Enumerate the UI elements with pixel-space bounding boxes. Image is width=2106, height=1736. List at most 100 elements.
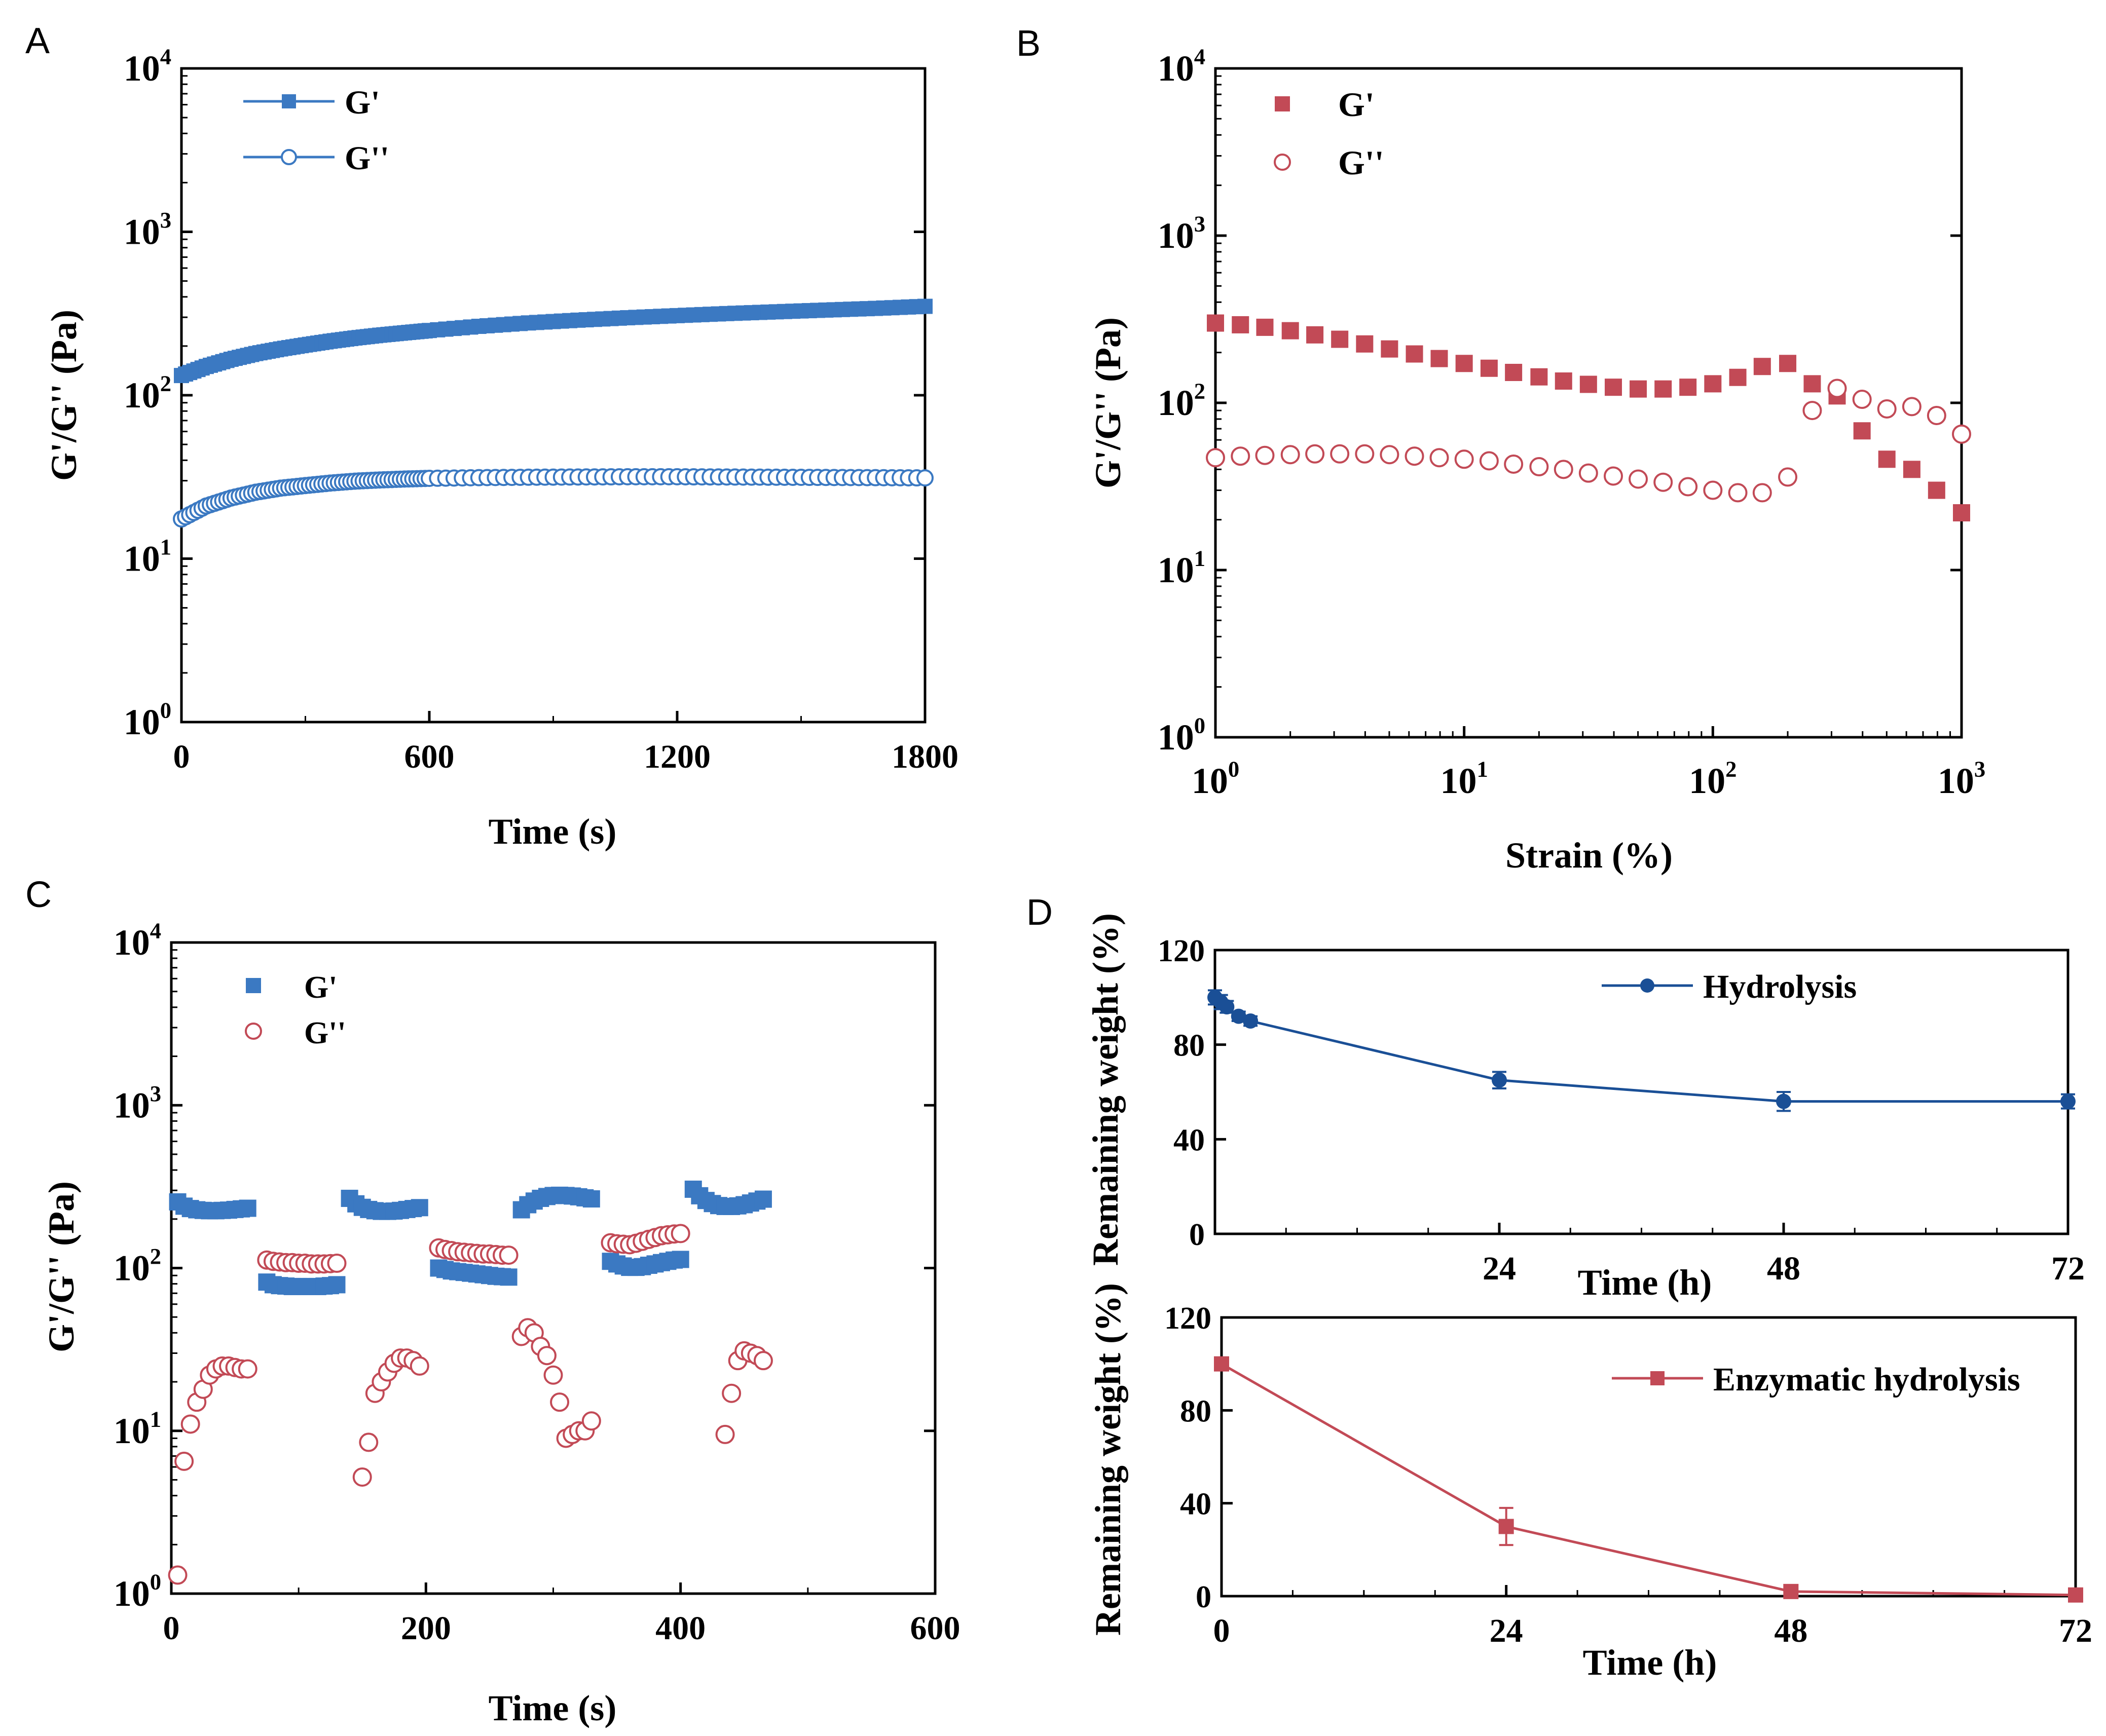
data-point [1902, 397, 1922, 417]
data-point [1629, 469, 1648, 489]
data-point [550, 1392, 570, 1412]
data-point [1331, 330, 1349, 348]
legend-item: Enzymatic hydrolysis [1612, 1361, 2020, 1398]
data-point [1604, 466, 1623, 486]
data-point [1827, 379, 1847, 398]
data-point [672, 1251, 689, 1268]
panel-D1: D 0 40 80 120 24 48 72 Time (h) Remaining weight … [1026, 892, 2085, 1303]
data-point [1853, 422, 1871, 440]
data-point [1356, 335, 1374, 353]
x-tick-label: 1800 [892, 738, 958, 775]
data-point [1206, 448, 1225, 468]
data-point [1505, 363, 1523, 381]
legend-marker [245, 1023, 262, 1040]
data-point [671, 1224, 690, 1243]
y-tick-label: 80 [1173, 1029, 1205, 1063]
data-point [1653, 472, 1673, 492]
data-point [1430, 350, 1448, 367]
x-tick-label: 1200 [644, 738, 711, 775]
legend: Enzymatic hydrolysis [1612, 1361, 2020, 1398]
x-tick-label: 48 [1774, 1612, 1807, 1649]
data-point [917, 298, 933, 314]
legend-item: G'' [245, 1016, 346, 1050]
data-point [1243, 1013, 1259, 1029]
y-axis-label: G'/G'' (Pa) [1088, 317, 1128, 488]
y-tick-label: 100 [124, 698, 171, 742]
x-tick-label: 0 [173, 738, 190, 775]
series-0 [174, 298, 933, 384]
data-point [410, 1356, 429, 1376]
data-point [328, 1276, 346, 1294]
y-tick-label: 0 [1189, 1218, 1205, 1252]
data-point [537, 1346, 557, 1366]
data-point [1231, 446, 1250, 466]
legend: Hydrolysis [1602, 968, 1857, 1005]
data-point [1380, 445, 1399, 465]
legend-item: Hydrolysis [1602, 968, 1857, 1005]
data-point [1928, 481, 1945, 499]
data-point [180, 1414, 200, 1434]
panel-D2: 0 40 80 120 0 24 48 72 Time (h) Remaining weight … [1088, 1283, 2092, 1683]
x-axis-label: Time (s) [489, 811, 617, 852]
data-point [1579, 375, 1597, 393]
legend-item: G' [1275, 85, 1375, 124]
data-point [1305, 444, 1325, 464]
legend-label: G' [345, 84, 380, 121]
data-point [1778, 467, 1798, 487]
x-tick-label: 0 [1213, 1612, 1230, 1649]
data-point [1877, 399, 1897, 419]
data-point [1530, 368, 1548, 386]
data-point [1803, 375, 1821, 393]
legend: G' G'' [245, 970, 346, 1050]
y-tick-label: 101 [1158, 546, 1205, 590]
y-tick-label: 104 [114, 918, 161, 963]
data-point [1306, 326, 1324, 344]
x-axis-label: Time (s) [489, 1688, 617, 1728]
series-1 [168, 1224, 773, 1585]
legend: G' G'' [1274, 85, 1384, 182]
x-tick-label: 400 [655, 1610, 706, 1647]
legend-item: G'' [1274, 143, 1384, 182]
x-tick-label: 24 [1483, 1250, 1516, 1287]
y-tick-label: 101 [124, 534, 171, 579]
x-tick-label: 600 [404, 738, 455, 775]
data-point [1330, 444, 1350, 464]
x-tick-label: 103 [1938, 757, 1985, 801]
data-point [2068, 1587, 2083, 1603]
data-point [1752, 483, 1772, 503]
data-point [543, 1365, 563, 1385]
data-point [1802, 401, 1822, 421]
data-point [1578, 463, 1598, 483]
data-point [1630, 380, 1647, 398]
panel-A: A 100 101 102 103 104 0 600 1200 1800 Time (s) G'/G… [25, 21, 958, 852]
legend-marker [281, 149, 297, 165]
data-point [1555, 372, 1572, 390]
data-point [1704, 375, 1722, 393]
x-tick-label: 101 [1440, 757, 1488, 801]
data-point [239, 1199, 256, 1217]
data-point [1678, 477, 1698, 497]
panel-label: C [25, 875, 52, 915]
series-0 [1214, 1356, 2083, 1603]
legend-label: G' [304, 970, 337, 1005]
data-point [1207, 314, 1224, 332]
data-point [1903, 461, 1920, 478]
data-point [327, 1254, 347, 1273]
data-point [722, 1383, 742, 1403]
legend-label: Enzymatic hydrolysis [1713, 1361, 2020, 1398]
data-point [411, 1199, 428, 1217]
data-point [1455, 355, 1473, 372]
data-point [1231, 1008, 1246, 1024]
data-point [1554, 460, 1573, 479]
data-point [1529, 457, 1549, 477]
data-point [359, 1432, 379, 1452]
data-point [1852, 390, 1872, 409]
y-tick-label: 103 [114, 1081, 161, 1125]
data-point [1480, 359, 1498, 377]
data-point [1783, 1583, 1799, 1599]
legend-label: G'' [345, 140, 389, 177]
data-point [1953, 504, 1970, 522]
legend-marker [1274, 154, 1291, 171]
data-point [1280, 445, 1300, 465]
data-point [1479, 451, 1499, 471]
